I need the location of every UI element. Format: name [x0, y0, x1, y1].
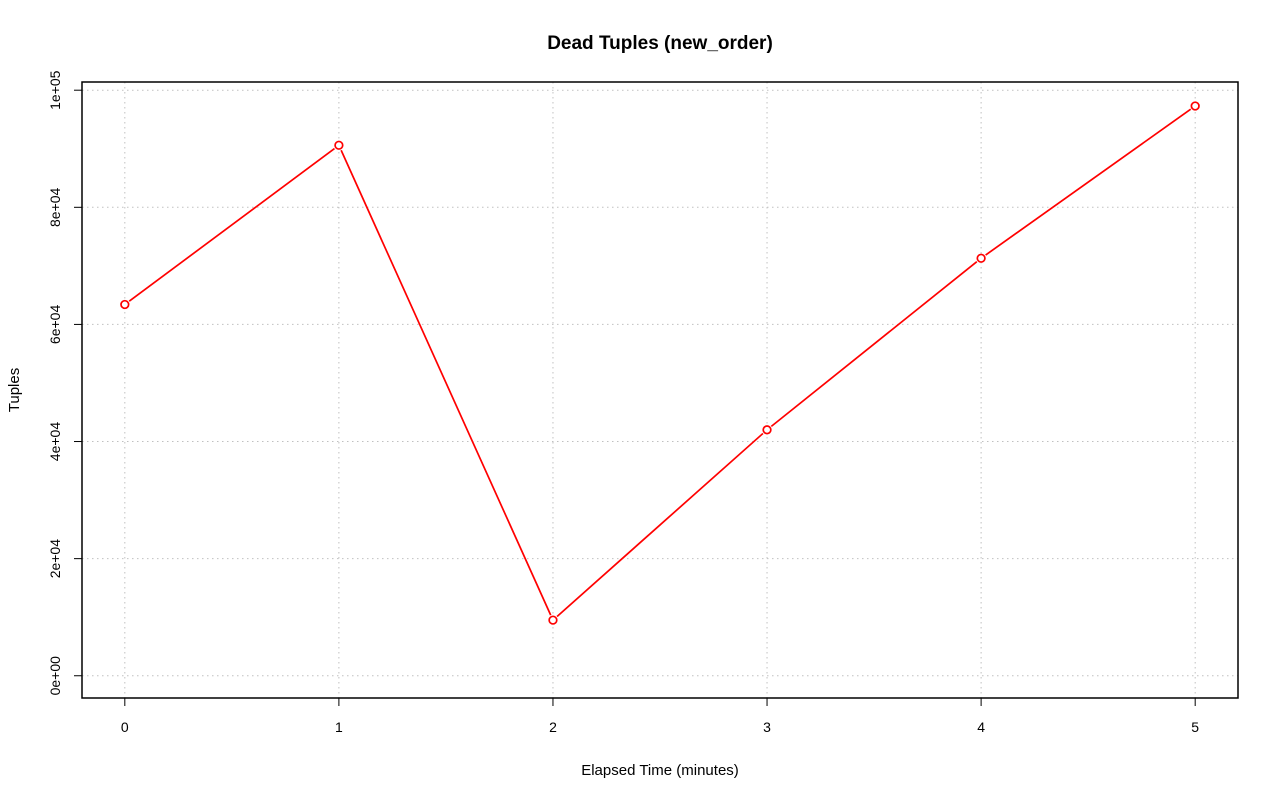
- series-line-segment: [128, 147, 335, 302]
- series-line-segment: [556, 432, 764, 618]
- chart-title: Dead Tuples (new_order): [547, 33, 773, 54]
- series-layer: [120, 101, 1200, 625]
- series-line-segment: [985, 108, 1192, 256]
- x-tick-label: 0: [121, 719, 129, 735]
- grid: [82, 82, 1238, 698]
- y-tick-label: 0e+00: [47, 656, 63, 696]
- x-axis-label: Elapsed Time (minutes): [581, 762, 739, 779]
- data-point: [762, 425, 772, 435]
- y-axis-label: Tuples: [6, 368, 23, 412]
- x-tick-label: 3: [763, 719, 771, 735]
- y-tick-label: 2e+04: [47, 539, 63, 579]
- data-point: [120, 299, 130, 310]
- x-tick-label: 1: [335, 719, 343, 735]
- x-tick-label: 2: [549, 719, 557, 735]
- data-point: [334, 140, 344, 150]
- y-tick-label: 4e+04: [47, 422, 63, 462]
- data-point: [548, 615, 558, 625]
- data-point: [976, 253, 986, 263]
- y-tick-label: 8e+04: [47, 187, 63, 227]
- x-tick-label: 5: [1191, 719, 1199, 735]
- y-tick-label: 6e+04: [47, 305, 63, 345]
- series-line-segment: [340, 149, 552, 616]
- series-line-segment: [770, 261, 978, 428]
- axes: 0 1 2 3 4 5 0e+00 2e+04 4e+04 6e+04 8e+04 1e+05: [47, 70, 1239, 735]
- data-point: [1190, 101, 1200, 111]
- x-tick-label: 4: [977, 719, 985, 735]
- plot-frame: [81, 81, 1239, 699]
- y-tick-label: 1e+05: [47, 70, 63, 110]
